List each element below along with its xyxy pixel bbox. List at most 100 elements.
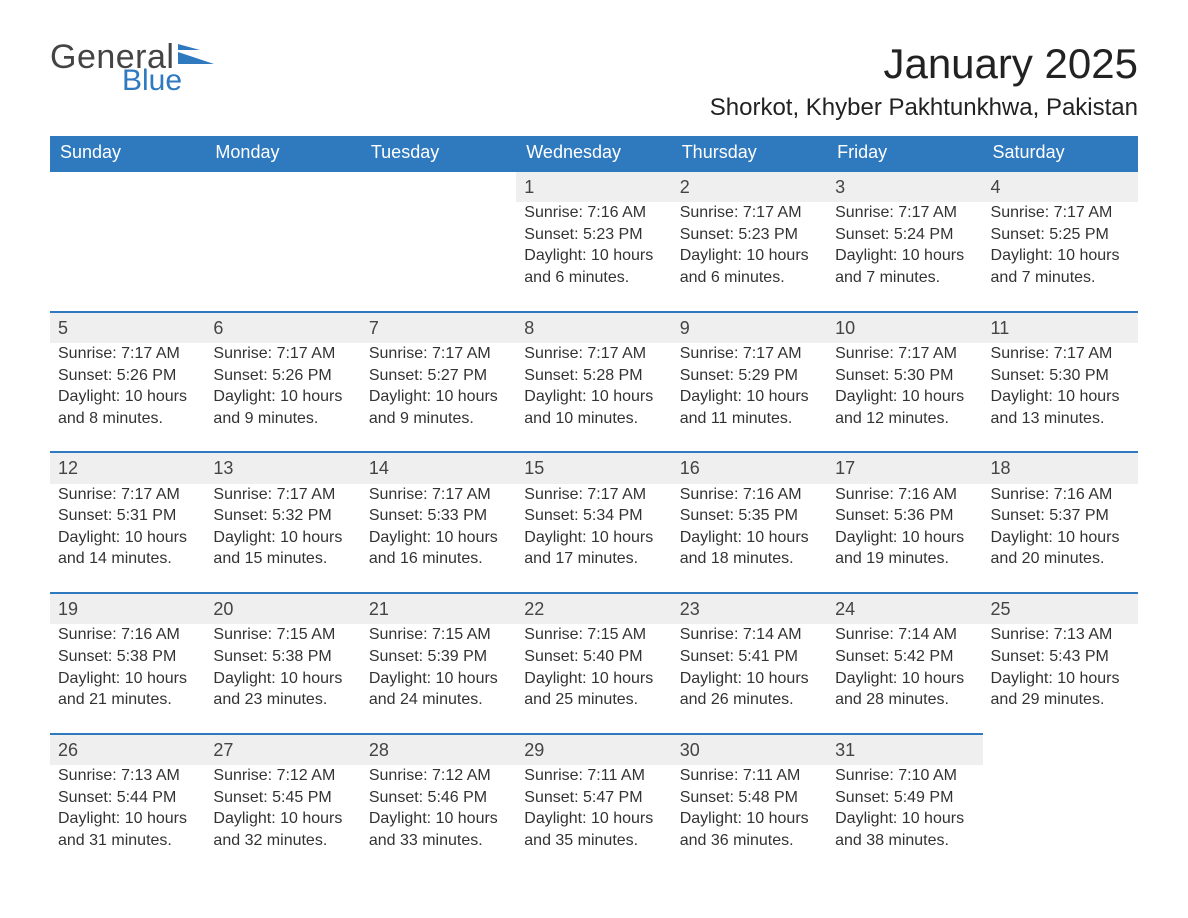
daylight-label: Daylight: 10 hours and 7 minutes. xyxy=(835,245,974,288)
daylight-label: Daylight: 10 hours and 6 minutes. xyxy=(524,245,663,288)
sunrise-label: Sunrise: 7:17 AM xyxy=(369,343,508,365)
sunset-label: Sunset: 5:24 PM xyxy=(835,224,974,246)
sunset-label: Sunset: 5:23 PM xyxy=(680,224,819,246)
daylight-label: Daylight: 10 hours and 9 minutes. xyxy=(369,386,508,429)
brand-logo: General Blue xyxy=(50,40,214,96)
sunrise-label: Sunrise: 7:15 AM xyxy=(524,624,663,646)
day-number: 17 xyxy=(827,452,982,483)
day-number: 13 xyxy=(205,452,360,483)
sunset-label: Sunset: 5:28 PM xyxy=(524,365,663,387)
day-number: 31 xyxy=(827,734,982,765)
daynum-row: 567891011 xyxy=(50,312,1138,343)
daylight-label: Daylight: 10 hours and 13 minutes. xyxy=(991,386,1130,429)
sunrise-label: Sunrise: 7:12 AM xyxy=(369,765,508,787)
day-details: Sunrise: 7:13 AMSunset: 5:43 PMDaylight:… xyxy=(983,624,1138,733)
sunset-label: Sunset: 5:48 PM xyxy=(680,787,819,809)
day-details: Sunrise: 7:16 AMSunset: 5:35 PMDaylight:… xyxy=(672,484,827,593)
daylight-label: Daylight: 10 hours and 14 minutes. xyxy=(58,527,197,570)
sunset-label: Sunset: 5:43 PM xyxy=(991,646,1130,668)
sunset-label: Sunset: 5:30 PM xyxy=(835,365,974,387)
daylight-label: Daylight: 10 hours and 12 minutes. xyxy=(835,386,974,429)
day-number xyxy=(205,171,360,202)
col-saturday: Saturday xyxy=(983,136,1138,171)
day-details: Sunrise: 7:17 AMSunset: 5:32 PMDaylight:… xyxy=(205,484,360,593)
sunset-label: Sunset: 5:26 PM xyxy=(213,365,352,387)
sunrise-label: Sunrise: 7:15 AM xyxy=(213,624,352,646)
day-details xyxy=(983,765,1138,873)
day-number: 11 xyxy=(983,312,1138,343)
daynum-row: 12131415161718 xyxy=(50,452,1138,483)
location-label: Shorkot, Khyber Pakhtunkhwa, Pakistan xyxy=(710,94,1138,122)
sunrise-label: Sunrise: 7:17 AM xyxy=(213,484,352,506)
sunset-label: Sunset: 5:27 PM xyxy=(369,365,508,387)
day-details: Sunrise: 7:17 AMSunset: 5:28 PMDaylight:… xyxy=(516,343,671,452)
day-details: Sunrise: 7:15 AMSunset: 5:39 PMDaylight:… xyxy=(361,624,516,733)
sunrise-label: Sunrise: 7:17 AM xyxy=(369,484,508,506)
sunrise-label: Sunrise: 7:17 AM xyxy=(58,484,197,506)
day-details: Sunrise: 7:17 AMSunset: 5:30 PMDaylight:… xyxy=(827,343,982,452)
daylight-label: Daylight: 10 hours and 15 minutes. xyxy=(213,527,352,570)
sunrise-label: Sunrise: 7:16 AM xyxy=(58,624,197,646)
day-number: 2 xyxy=(672,171,827,202)
daylight-label: Daylight: 10 hours and 9 minutes. xyxy=(213,386,352,429)
detail-row: Sunrise: 7:16 AM Sunset: 5:23 PM Daylight:… xyxy=(50,202,1138,311)
day-details: Sunrise: 7:12 AMSunset: 5:46 PMDaylight:… xyxy=(361,765,516,873)
sunset-label: Sunset: 5:35 PM xyxy=(680,505,819,527)
detail-row: Sunrise: 7:13 AMSunset: 5:44 PMDaylight:… xyxy=(50,765,1138,873)
day-number xyxy=(361,171,516,202)
daylight-label: Daylight: 10 hours and 11 minutes. xyxy=(680,386,819,429)
day-details xyxy=(50,202,205,311)
day-number: 23 xyxy=(672,593,827,624)
sunrise-label: Sunrise: 7:14 AM xyxy=(680,624,819,646)
day-details: Sunrise: 7:15 AMSunset: 5:38 PMDaylight:… xyxy=(205,624,360,733)
day-number: 5 xyxy=(50,312,205,343)
day-details: Sunrise: 7:17 AMSunset: 5:24 PMDaylight:… xyxy=(827,202,982,311)
daylight-label: Daylight: 10 hours and 33 minutes. xyxy=(369,808,508,851)
day-details: Sunrise: 7:15 AMSunset: 5:40 PMDaylight:… xyxy=(516,624,671,733)
daylight-label: Daylight: 10 hours and 21 minutes. xyxy=(58,668,197,711)
day-number: 8 xyxy=(516,312,671,343)
day-details: Sunrise: 7:16 AMSunset: 5:37 PMDaylight:… xyxy=(983,484,1138,593)
day-number: 22 xyxy=(516,593,671,624)
sunrise-label: Sunrise: 7:17 AM xyxy=(524,484,663,506)
col-thursday: Thursday xyxy=(672,136,827,171)
day-details: Sunrise: 7:17 AMSunset: 5:27 PMDaylight:… xyxy=(361,343,516,452)
sunrise-label: Sunrise: 7:13 AM xyxy=(58,765,197,787)
sunset-label: Sunset: 5:34 PM xyxy=(524,505,663,527)
sunset-label: Sunset: 5:38 PM xyxy=(58,646,197,668)
day-number: 26 xyxy=(50,734,205,765)
daylight-label: Daylight: 10 hours and 8 minutes. xyxy=(58,386,197,429)
day-number: 20 xyxy=(205,593,360,624)
sunset-label: Sunset: 5:47 PM xyxy=(524,787,663,809)
sunrise-label: Sunrise: 7:13 AM xyxy=(991,624,1130,646)
day-details: Sunrise: 7:17 AMSunset: 5:34 PMDaylight:… xyxy=(516,484,671,593)
day-number: 25 xyxy=(983,593,1138,624)
day-details: Sunrise: 7:16 AMSunset: 5:38 PMDaylight:… xyxy=(50,624,205,733)
day-details: Sunrise: 7:13 AMSunset: 5:44 PMDaylight:… xyxy=(50,765,205,873)
day-number: 28 xyxy=(361,734,516,765)
sunrise-label: Sunrise: 7:12 AM xyxy=(213,765,352,787)
day-details: Sunrise: 7:17 AMSunset: 5:25 PMDaylight:… xyxy=(983,202,1138,311)
day-details: Sunrise: 7:17 AMSunset: 5:26 PMDaylight:… xyxy=(205,343,360,452)
day-number: 1 xyxy=(516,171,671,202)
sunrise-label: Sunrise: 7:11 AM xyxy=(524,765,663,787)
sunrise-label: Sunrise: 7:17 AM xyxy=(835,343,974,365)
sunrise-label: Sunrise: 7:10 AM xyxy=(835,765,974,787)
day-details: Sunrise: 7:14 AMSunset: 5:41 PMDaylight:… xyxy=(672,624,827,733)
daylight-label: Daylight: 10 hours and 18 minutes. xyxy=(680,527,819,570)
sunset-label: Sunset: 5:40 PM xyxy=(524,646,663,668)
sunrise-label: Sunrise: 7:14 AM xyxy=(835,624,974,646)
sunset-label: Sunset: 5:49 PM xyxy=(835,787,974,809)
daylight-label: Daylight: 10 hours and 31 minutes. xyxy=(58,808,197,851)
sunrise-label: Sunrise: 7:17 AM xyxy=(835,202,974,224)
day-details: Sunrise: 7:17 AMSunset: 5:29 PMDaylight:… xyxy=(672,343,827,452)
day-number: 15 xyxy=(516,452,671,483)
daylight-label: Daylight: 10 hours and 10 minutes. xyxy=(524,386,663,429)
day-number: 9 xyxy=(672,312,827,343)
daylight-label: Daylight: 10 hours and 26 minutes. xyxy=(680,668,819,711)
day-details: Sunrise: 7:17 AMSunset: 5:23 PMDaylight:… xyxy=(672,202,827,311)
sunrise-label: Sunrise: 7:16 AM xyxy=(524,202,663,224)
day-details: Sunrise: 7:12 AMSunset: 5:45 PMDaylight:… xyxy=(205,765,360,873)
sunset-label: Sunset: 5:25 PM xyxy=(991,224,1130,246)
day-number: 7 xyxy=(361,312,516,343)
